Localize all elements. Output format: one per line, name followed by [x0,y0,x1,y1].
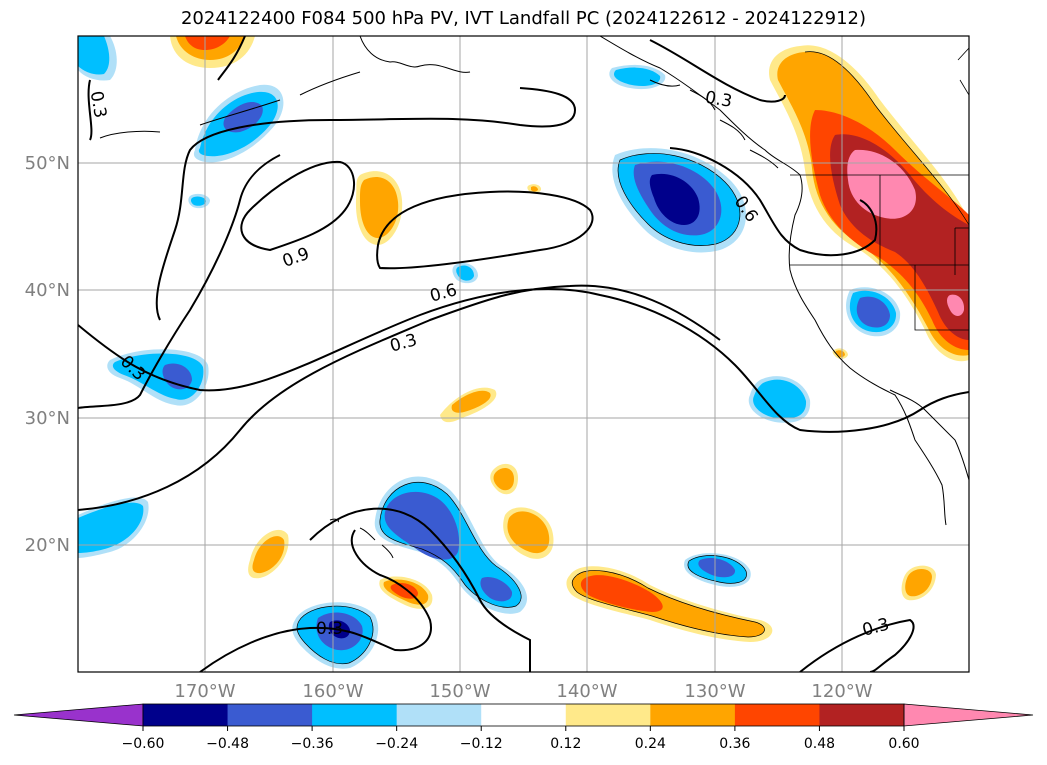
lon-tick-label: 160°W [302,681,363,702]
map-title: 2024122400 F084 500 hPa PV, IVT Landfall… [180,8,867,29]
colorbar-tick-label: −0.60 [122,736,165,752]
pv-contours [78,36,969,672]
contour-label: 0.3 [703,88,733,112]
colorbar-segment [227,704,313,726]
contour-label: 0.3 [860,614,891,640]
colorbar-arrow-low [13,703,144,727]
colorbar-segment [734,704,820,726]
colorbar: −0.60 −0.48 −0.36 −0.24 −0.12 0.12 0.24 0.36 0.4… [13,703,1034,752]
colorbar-segment [650,704,736,726]
lon-tick-label: 170°W [174,681,235,702]
colorbar-tick-label: 0.24 [635,736,666,752]
lon-tick-label: 120°W [811,681,872,702]
colorbar-tick-label: 0.36 [719,736,750,752]
colorbar-tick-label: −0.12 [460,736,503,752]
map-gridlines [78,36,969,672]
colorbar-tick-label: −0.48 [206,736,249,752]
colorbar-segment [481,704,567,726]
colorbar-segment [312,704,398,726]
colorbar-segment [819,704,905,726]
colorbar-segment [396,704,482,726]
colorbar-tick-label: 0.12 [550,736,581,752]
lat-tick-label: 30°N [25,408,70,429]
lat-tick-label: 50°N [25,153,70,174]
political-borders [790,47,969,331]
lon-tick-labels: 170°W 160°W 150°W 140°W 130°W 120°W [174,681,872,702]
colorbar-arrow-high [903,703,1034,727]
colorbar-frame [142,703,905,727]
map-panel: 0.3 0.3 0.3 0.3 0.3 0.6 0.6 0.9 0.3 [78,36,969,672]
coastlines [99,36,969,559]
contour-label: 0.3 [388,330,419,356]
lon-tick-label: 150°W [429,681,490,702]
colorbar-tick-label: −0.36 [291,736,334,752]
lat-tick-labels: 50°N 40°N 30°N 20°N [25,153,70,556]
lat-tick-label: 40°N [25,280,70,301]
map-frame [77,35,970,673]
colorbar-segment [565,704,651,726]
colorbar-tick-label: 0.60 [888,736,919,752]
colorbar-tick-label: −0.24 [375,736,418,752]
lon-tick-label: 140°W [556,681,617,702]
contour-label: 0.3 [86,90,110,120]
contour-label: 0.9 [280,244,312,272]
contour-label: 0.3 [316,619,343,639]
lon-tick-label: 130°W [684,681,745,702]
lat-tick-label: 20°N [25,535,70,556]
colorbar-tick-label: 0.48 [804,736,835,752]
colorbar-segment [143,704,229,726]
anomaly-outlines [296,51,969,665]
